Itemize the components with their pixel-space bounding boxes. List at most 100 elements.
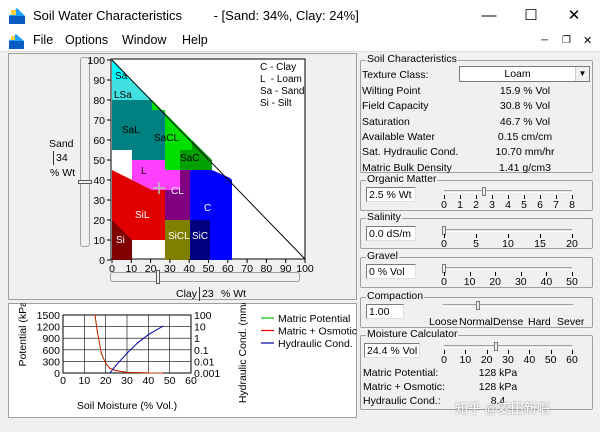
series-point xyxy=(105,362,107,364)
organic-tick-label: 0 xyxy=(441,199,447,211)
moisture-tick-mark xyxy=(572,350,573,354)
organic-slider-track[interactable] xyxy=(444,190,572,193)
gravel-tick-label: 0 xyxy=(441,276,447,288)
compaction-slider-thumb[interactable] xyxy=(476,301,480,310)
legend-silt: Si - Silt xyxy=(260,98,292,109)
dropdown-arrow-icon[interactable]: ▼ xyxy=(575,67,589,81)
y-tick-label: 1200 xyxy=(37,322,61,334)
characteristic-value: 0.15 cm/cm xyxy=(497,130,553,143)
salinity-tick-label: 15 xyxy=(534,238,546,250)
minimize-button[interactable]: — xyxy=(481,7,497,24)
sand-unit: % Wt xyxy=(50,167,76,179)
moisture-tick-mark xyxy=(465,350,467,354)
moisture-result-value: 8.4 xyxy=(490,395,506,407)
clay-tick-label: 20 xyxy=(145,263,157,275)
clay-input[interactable]: 23 xyxy=(199,287,217,301)
clay-slider-thumb[interactable] xyxy=(156,270,160,284)
series-point xyxy=(162,372,164,374)
organic-matter-heading: Organic Matter xyxy=(366,173,438,185)
gravel-heading: Gravel xyxy=(366,250,399,262)
y-tick-label: 0 xyxy=(54,368,60,380)
sand-tick-label: 90 xyxy=(93,75,105,87)
organic-slider-thumb[interactable] xyxy=(482,187,486,196)
series-point xyxy=(115,364,117,366)
compaction-tick-sever: Sever xyxy=(557,316,585,328)
sand-tick-label: 80 xyxy=(93,95,105,107)
triangle-regions xyxy=(112,60,232,260)
moisture-input[interactable]: 24.4 % Vol xyxy=(364,343,420,358)
sand-slider-thumb[interactable] xyxy=(78,180,92,184)
moisture-slider-track[interactable] xyxy=(444,345,572,348)
salinity-input[interactable]: 0.0 dS/m xyxy=(366,226,416,241)
gravel-tick-label: 30 xyxy=(514,276,527,288)
y-tick-label: 900 xyxy=(42,333,60,345)
clay-tick-label: 90 xyxy=(280,263,292,275)
moisture-slider-thumb[interactable] xyxy=(494,342,499,351)
y-tick-label: 600 xyxy=(42,345,60,357)
legend-entry: Matric + Osmotic xyxy=(278,326,357,338)
characteristic-label: Sat. Hydraulic Cond. xyxy=(362,146,459,159)
menu-options[interactable]: Options xyxy=(65,33,109,47)
moisture-tick-label: 10 xyxy=(459,354,472,366)
salinity-slider-track[interactable] xyxy=(444,229,572,232)
watermark: 知乎 @麦田新唱 xyxy=(455,401,550,416)
characteristic-value: 10.70 mm/hr xyxy=(495,146,555,159)
region-label-sac: SaC xyxy=(180,153,199,164)
child-restore-button[interactable]: ❐ xyxy=(562,35,571,46)
close-button[interactable]: ✕ xyxy=(567,7,581,24)
gravel-input[interactable]: 0 % Vol xyxy=(366,264,416,279)
compaction-slider-track[interactable] xyxy=(443,304,573,307)
menu-file[interactable]: File xyxy=(33,33,54,47)
compaction-tick-normal: Normal xyxy=(459,316,493,328)
series-point xyxy=(100,353,102,355)
organic-tick-label: 2 xyxy=(473,199,479,211)
gravel-tick-mark xyxy=(495,272,497,276)
region-sandy-loam xyxy=(112,100,165,160)
region-loamy-sand xyxy=(112,80,152,100)
menu-window[interactable]: Window xyxy=(122,33,167,47)
characteristic-label: Matric Bulk Density xyxy=(362,161,452,174)
clay-tick-label: 50 xyxy=(203,263,215,275)
y-tick-label: 1500 xyxy=(37,310,61,322)
compaction-input[interactable]: 1.00 xyxy=(366,304,404,319)
menu-help[interactable]: Help xyxy=(182,33,208,47)
sand-slider[interactable] xyxy=(80,57,90,247)
texture-class-select[interactable]: Loam ▼ xyxy=(459,66,590,82)
maximize-button[interactable]: ☐ xyxy=(524,7,538,24)
organic-matter-input[interactable]: 2.5 % Wt xyxy=(366,187,416,202)
region-label-sa: Sa xyxy=(115,71,128,82)
series-point xyxy=(115,370,117,372)
gravel-tick-mark xyxy=(444,272,445,276)
gravel-tick-label: 50 xyxy=(566,276,578,288)
y2-tick-label: 10 xyxy=(194,322,206,334)
child-window-icon[interactable] xyxy=(9,34,24,49)
organic-tick-label: 7 xyxy=(553,199,559,211)
child-close-button[interactable]: ✕ xyxy=(583,35,593,47)
moisture-result-label: Matric + Osmotic: xyxy=(363,381,445,393)
texture-triangle[interactable]: Sa LSa SaL SaCL SaC L CL C SiL SiCL Si C … xyxy=(85,55,315,280)
salinity-tick-mark xyxy=(444,234,445,238)
compaction-tick-loose: Loose xyxy=(429,316,458,328)
y-tick-label: 300 xyxy=(42,356,60,368)
clay-slider[interactable] xyxy=(110,272,300,282)
app-icon xyxy=(9,8,25,24)
moisture-result-label: Matric Potential: xyxy=(363,367,439,379)
clay-tick-label: 100 xyxy=(296,263,314,275)
clay-tick-label: 30 xyxy=(164,263,176,275)
gravel-slider-track[interactable] xyxy=(444,267,572,270)
x-tick-label: 20 xyxy=(100,375,112,387)
moisture-result-value: 128 kPa xyxy=(478,367,518,379)
clay-tick-label: 70 xyxy=(241,263,253,275)
compaction-group xyxy=(360,297,593,328)
organic-tick-mark xyxy=(508,195,509,199)
region-silty-clay xyxy=(190,220,210,260)
sand-input[interactable]: 34 xyxy=(53,151,71,165)
child-minimize-button[interactable]: ─ xyxy=(541,35,549,46)
salinity-tick-mark xyxy=(572,234,573,238)
clay-tick-label: 40 xyxy=(183,263,195,275)
gravel-tick-mark xyxy=(546,272,548,276)
gravel-group xyxy=(360,257,593,288)
soil-characteristics-heading: Soil Characteristics xyxy=(366,53,458,65)
x-tick-label: 40 xyxy=(142,375,154,387)
series-point xyxy=(126,371,128,373)
